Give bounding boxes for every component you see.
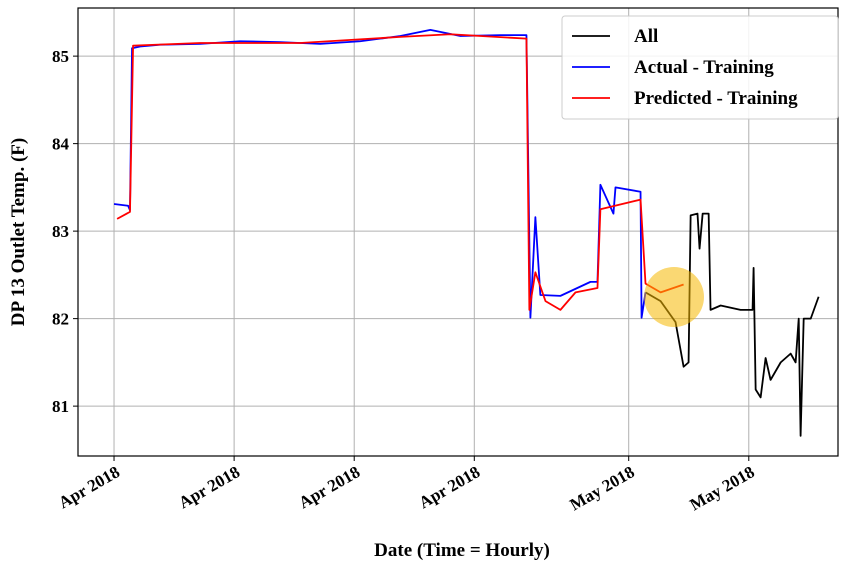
x-axis-label: Date (Time = Hourly) xyxy=(374,540,550,561)
y-tick-label: 85 xyxy=(52,47,69,66)
y-tick-label: 84 xyxy=(52,135,70,154)
y-tick-label: 83 xyxy=(52,222,69,241)
series-line xyxy=(116,33,684,311)
legend-label: Actual - Training xyxy=(634,57,774,78)
x-tick-label: Apr 2018 xyxy=(416,462,484,512)
y-tick-label: 82 xyxy=(52,310,69,329)
legend-label: All xyxy=(634,26,658,47)
x-tick-label: Apr 2018 xyxy=(295,462,363,512)
legend-label: Predicted - Training xyxy=(634,88,798,109)
y-axis-label: DP 13 Outlet Temp. (F) xyxy=(8,138,29,326)
y-tick-label: 81 xyxy=(52,397,69,416)
x-tick-label: Apr 2018 xyxy=(175,462,243,512)
plot-frame xyxy=(77,7,839,457)
legend: All Actual - Training Predicted - Training xyxy=(561,15,839,120)
legend-box xyxy=(561,15,839,120)
highlight-circle xyxy=(644,267,704,327)
x-tick-label: Apr 2018 xyxy=(55,462,123,512)
x-tick-label: May 2018 xyxy=(687,462,758,514)
x-tick-label: May 2018 xyxy=(566,462,637,514)
